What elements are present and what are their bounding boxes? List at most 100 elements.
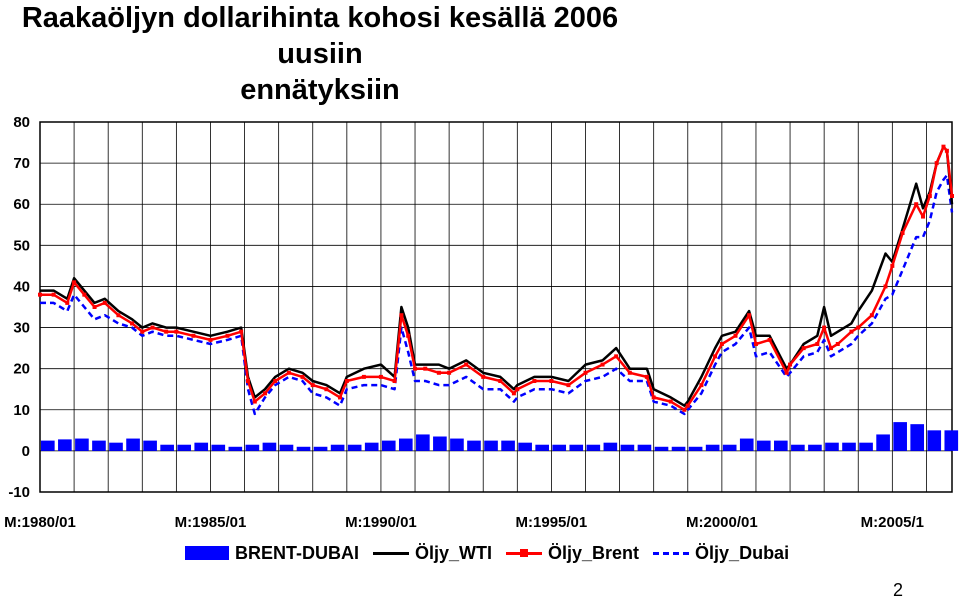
point-brent	[140, 329, 145, 334]
legend-label-dubai: Öljy_Dubai	[695, 542, 790, 563]
point-brent	[532, 379, 537, 383]
point-brent	[856, 325, 861, 330]
point-brent	[51, 292, 56, 297]
chart-title: Raakaöljyn dollarihinta kohosi kesällä 2…	[0, 0, 640, 108]
point-brent	[263, 391, 268, 396]
point-brent	[92, 305, 97, 309]
plot-area	[39, 121, 953, 493]
point-brent	[344, 379, 349, 383]
y-tick-label: 50	[13, 237, 30, 254]
legend-item-brent-dubai: BRENT-DUBAI	[185, 543, 359, 564]
point-brent	[239, 329, 244, 334]
bar-brent-dubai	[654, 446, 669, 451]
point-brent	[644, 374, 649, 379]
point-brent	[753, 342, 758, 346]
point-brent	[685, 403, 690, 408]
bar-brent-dubai	[739, 438, 754, 451]
x-tick-label: M:1990/01	[345, 514, 417, 531]
bar-brent-dubai	[75, 438, 89, 451]
bar-brent-dubai	[825, 442, 839, 451]
x-tick-label: M:1995/01	[516, 514, 588, 531]
bar-brent-dubai	[126, 438, 140, 451]
point-brent	[927, 194, 932, 198]
y-tick-label: 60	[13, 196, 30, 213]
bar-brent-dubai	[364, 442, 379, 451]
legend-swatch-dubai	[653, 551, 690, 555]
bar-brent-dubai	[245, 444, 260, 451]
point-brent	[208, 337, 213, 342]
point-brent	[286, 370, 291, 375]
point-brent	[828, 346, 833, 351]
bar-brent-dubai	[160, 444, 174, 451]
bar-brent-dubai	[535, 444, 549, 451]
bar-brent-dubai	[705, 444, 720, 451]
x-tick-label: M:1985/01	[175, 514, 247, 531]
point-brent	[788, 362, 793, 367]
bar-brent-dubai	[876, 434, 890, 451]
bar-brent-dubai	[774, 440, 788, 451]
point-brent	[150, 325, 155, 330]
point-brent	[338, 395, 343, 400]
point-brent	[116, 313, 121, 318]
bar-brent-dubai	[211, 444, 226, 451]
y-tick-label: -10	[8, 484, 30, 501]
point-brent	[600, 362, 605, 367]
legend-swatch-wti	[373, 551, 409, 555]
series-line-dubai	[40, 174, 954, 416]
point-brent	[399, 313, 404, 318]
point-brent	[921, 214, 926, 219]
point-brent	[413, 366, 418, 371]
point-brent	[82, 292, 87, 297]
point-brent	[941, 144, 946, 149]
point-brent	[378, 374, 383, 379]
bar-brent-dubai	[927, 430, 942, 451]
point-brent	[436, 370, 441, 375]
bar-brent-dubai	[756, 440, 771, 451]
point-brent	[883, 284, 888, 289]
bar-brent-dubai	[330, 444, 345, 451]
point-brent	[900, 231, 905, 235]
legend-swatch-brent-dubai	[185, 546, 229, 560]
point-brent	[934, 161, 939, 166]
point-brent	[72, 280, 77, 285]
point-brent	[950, 194, 954, 198]
legend-label-brent-dubai: BRENT-DUBAI	[235, 542, 359, 563]
bar-brent-dubai	[398, 438, 413, 451]
point-brent	[65, 300, 70, 305]
point-brent	[481, 374, 486, 379]
point-brent	[914, 202, 919, 207]
point-brent	[130, 321, 135, 326]
bar-brent-dubai	[416, 434, 430, 451]
point-brent	[822, 325, 827, 330]
point-brent	[627, 370, 632, 375]
point-brent	[392, 379, 397, 383]
bar-brent-dubai	[722, 444, 737, 451]
x-tick-label: M:1980/01	[4, 514, 76, 531]
point-brent	[310, 383, 315, 388]
bar-brent-dubai	[569, 444, 584, 451]
y-tick-label: 30	[13, 320, 30, 337]
y-tick-label: 70	[13, 155, 30, 172]
point-brent	[733, 333, 738, 338]
point-brent	[324, 387, 329, 392]
chart-title-line1: Raakaöljyn dollarihinta kohosi kesällä 2…	[21, 2, 619, 70]
point-brent	[361, 374, 366, 379]
point-brent	[699, 383, 704, 388]
bar-brent-dubai	[194, 442, 209, 451]
bar-brent-dubai	[381, 440, 396, 451]
bar-brent-dubai	[620, 444, 635, 451]
legend-item-wti: Öljy_WTI	[373, 543, 492, 564]
bar-brent-dubai	[313, 446, 328, 451]
point-brent	[164, 329, 169, 334]
bar-brent-dubai	[484, 440, 498, 451]
page-number: 2	[893, 580, 904, 600]
bar-brent-dubai	[58, 439, 72, 451]
bar-brent-dubai	[109, 442, 123, 451]
bar-brent-dubai	[228, 446, 243, 451]
point-brent	[713, 354, 718, 359]
bar-brent-dubai	[92, 440, 106, 451]
point-brent	[668, 399, 673, 404]
y-tick-label: 10	[13, 402, 30, 419]
y-tick-label: 20	[13, 361, 30, 378]
point-brent	[498, 379, 503, 383]
